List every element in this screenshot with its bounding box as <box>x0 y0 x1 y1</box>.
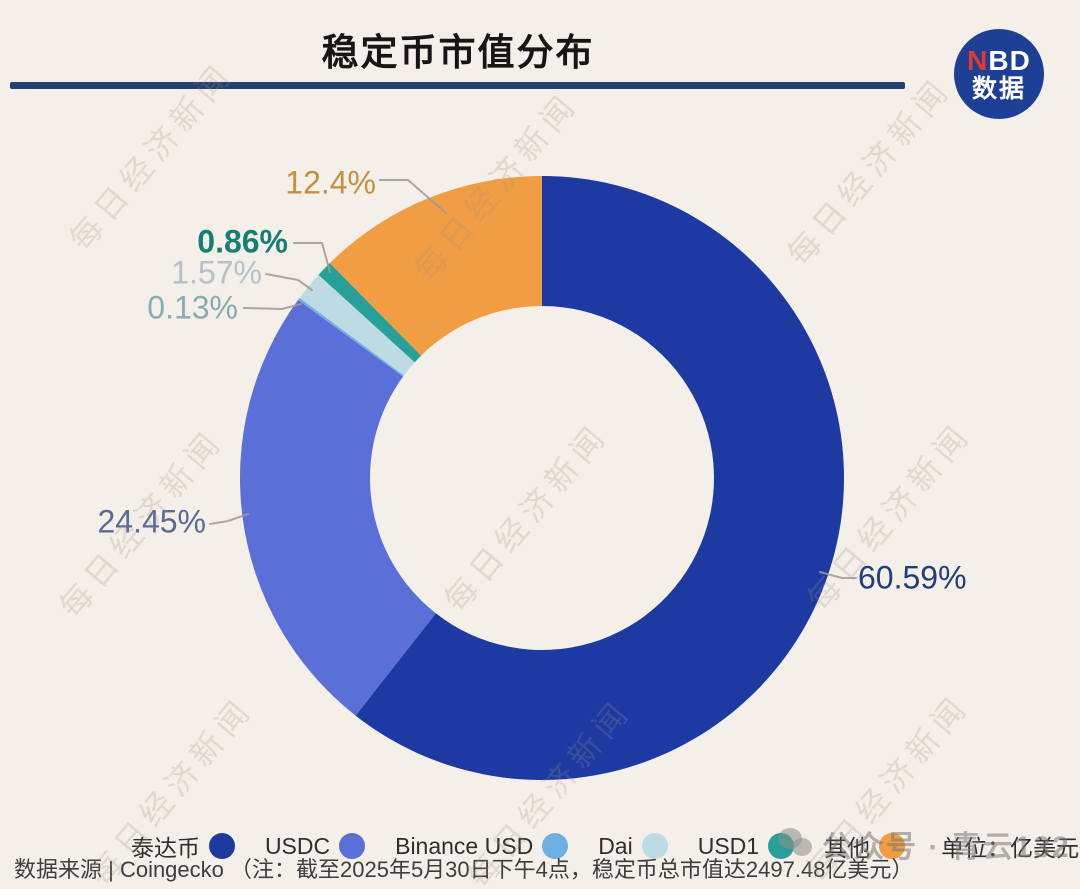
donut-slices <box>240 176 844 780</box>
callout-line <box>379 179 447 214</box>
legend-label: Dai <box>598 832 633 859</box>
legend-dot-binance-usd <box>542 833 569 859</box>
nbd-data-logo: NBD 数据 <box>954 29 1044 119</box>
slice-USDC <box>240 299 436 716</box>
legend-item-binance-usd: Binance USD <box>395 832 569 860</box>
legend-item-usdc: USDC <box>264 832 366 860</box>
callout-line <box>265 273 313 291</box>
legend-dot-dai <box>641 833 668 859</box>
legend-label: 其他 <box>824 835 871 861</box>
legend-item-tether: 泰达币 <box>131 829 235 863</box>
legend-label: Binance USD <box>395 832 534 859</box>
slice-label-binance-usd: 0.13% <box>147 289 238 326</box>
legend-label: USDC <box>264 832 331 859</box>
chart-legend: 泰达币 USDC Binance USD Dai USD1 其他 单位：亿美元 <box>131 829 1079 863</box>
slice-label-dai: 1.57% <box>171 254 262 291</box>
nbd-logo-text: NBD <box>967 45 1031 77</box>
slice-label-others: 12.4% <box>285 164 376 201</box>
slice-label-usd1: 0.86% <box>197 223 288 260</box>
slice-USD1 <box>318 263 422 363</box>
legend-dot-others <box>879 833 906 859</box>
legend-label: 泰达币 <box>130 835 200 861</box>
callout-line <box>293 242 331 273</box>
callout-lines <box>209 179 857 579</box>
page-title: 稳定币市值分布 <box>321 32 595 73</box>
slice-label-tether: 60.59% <box>858 559 967 596</box>
slice-Dai <box>299 274 415 376</box>
unit-note: 单位：亿美元 <box>941 835 1080 861</box>
data-source-line: 数据来源 | Coingecko （注：截至2025年5月30日下午4点，稳定币… <box>14 857 914 882</box>
slice-Binance USD <box>298 297 404 377</box>
legend-item-others: 其他 <box>824 829 906 863</box>
callout-line <box>819 571 857 579</box>
legend-item-dai: Dai <box>598 833 668 860</box>
legend-dot-tether <box>208 833 235 859</box>
legend-label: USD1 <box>697 832 760 859</box>
callout-line <box>209 513 249 525</box>
slice-泰达币 <box>355 176 844 780</box>
nbd-logo-subtext: 数据 <box>971 74 1026 103</box>
title-underline <box>10 82 905 89</box>
callout-line <box>243 303 302 310</box>
slice-其他 <box>329 176 542 356</box>
slice-label-usdc: 24.45% <box>97 503 206 540</box>
legend-dot-usdc <box>339 833 366 859</box>
